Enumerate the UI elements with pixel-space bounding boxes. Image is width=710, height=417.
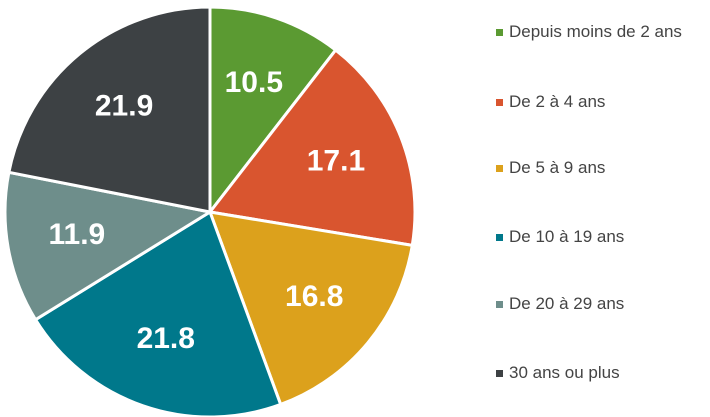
legend-swatch: [496, 370, 503, 377]
legend-item: 30 ans ou plus: [496, 363, 705, 383]
legend-label: 30 ans ou plus: [509, 363, 620, 382]
data-label: 16.8: [285, 280, 343, 313]
legend-label: Depuis moins de 2 ans: [509, 22, 682, 41]
legend-swatch: [496, 99, 503, 106]
pie-slice: [33, 209, 283, 417]
data-label: 21.8: [137, 322, 195, 355]
legend-label: De 10 à 19 ans: [509, 227, 625, 246]
data-label: 11.9: [48, 218, 105, 251]
pie-slice: [3, 170, 215, 322]
legend-item: De 2 à 4 ans: [496, 92, 705, 112]
pie-slice: [208, 5, 338, 217]
legend-item: De 5 à 9 ans: [496, 158, 705, 178]
data-label: 10.5: [225, 66, 283, 99]
legend-swatch: [496, 165, 503, 172]
pie-slice: [7, 5, 212, 214]
legend-swatch: [496, 301, 503, 308]
data-label: 17.1: [307, 145, 365, 178]
legend-swatch: [496, 234, 503, 241]
pie-slice: [207, 47, 417, 248]
legend-label: De 5 à 9 ans: [509, 158, 606, 177]
legend-item: De 20 à 29 ans: [496, 294, 705, 314]
pie-slice: [207, 210, 414, 407]
legend-item: De 10 à 19 ans: [496, 227, 705, 247]
data-label: 21.9: [95, 89, 153, 122]
legend-label: De 2 à 4 ans: [509, 92, 606, 111]
legend-item: Depuis moins de 2 ans: [496, 22, 705, 42]
legend-label: De 20 à 29 ans: [509, 294, 625, 313]
legend-swatch: [496, 29, 503, 36]
